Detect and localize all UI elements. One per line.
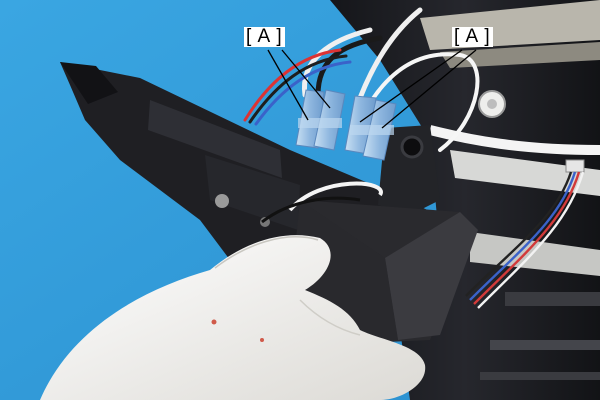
callout-label-a-left: [ A ] [244,26,285,47]
terminal-left [295,89,346,151]
wire-harness-right [465,171,585,309]
terminal-wires [243,7,480,152]
printer-frame [330,0,600,400]
white-wire-loop [288,181,383,212]
terminal-right [344,95,397,161]
black-wire [261,196,361,224]
callout-label-a-right: [ A ] [452,26,493,47]
callout-leaders [267,49,477,129]
gloved-hand [40,235,426,400]
